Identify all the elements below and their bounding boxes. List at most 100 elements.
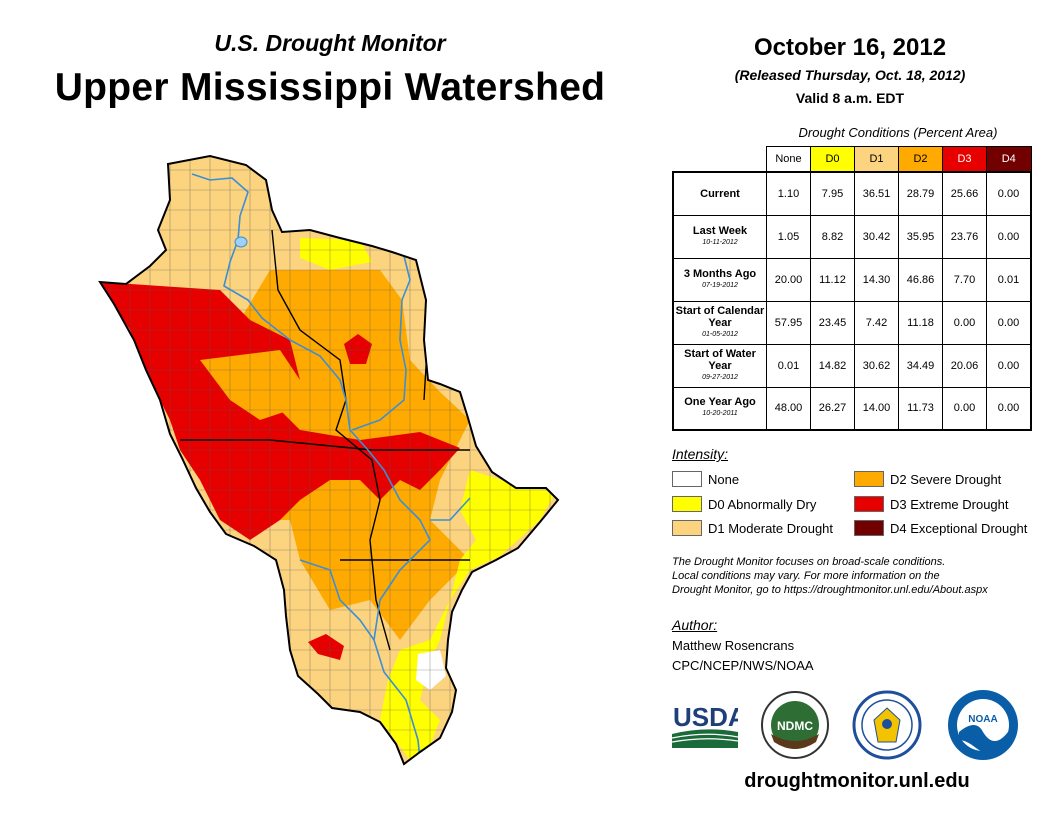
row-label: One Year Ago 10-20-2011 [672,386,767,431]
d3-area-south [308,634,344,660]
page-title: Upper Mississippi Watershed [54,66,606,109]
table-row: Last Week 10-11-2012 1.05 8.82 30.42 35.9… [672,214,1032,259]
row-date: 09-27-2012 [702,373,738,381]
table-cell: 23.45 [810,300,855,345]
legend-title: Intensity: [672,446,729,462]
disclaimer-note: The Drought Monitor focuses on broad-sca… [672,555,1052,597]
legend-item-d4: D4 Exceptional Drought [854,520,1027,536]
table-cell: 20.00 [766,257,811,302]
note-line: Local conditions may vary. For more info… [672,570,940,582]
legend-swatch [854,496,884,512]
nws-logo [852,690,922,760]
col-header-d0: D0 [810,146,855,173]
table-cell: 34.49 [898,343,943,388]
table-cell: 0.00 [942,386,987,431]
table-cell: 25.66 [942,171,987,216]
table-cell: 7.42 [854,300,899,345]
table-cell: 0.00 [986,386,1032,431]
website-link[interactable]: droughtmonitor.unl.edu [744,770,970,792]
legend-swatch [672,520,702,536]
table-cell: 36.51 [854,171,899,216]
noaa-logo: NOAA [948,690,1018,760]
col-header-none: None [766,146,811,173]
row-date: 01-05-2012 [702,330,738,338]
table-cell: 1.05 [766,214,811,259]
table-cell: 0.01 [986,257,1032,302]
d0-area-east [380,470,556,760]
col-header-d3: D3 [942,146,987,173]
legend-item-none: None [672,471,739,487]
watershed-outline [98,154,560,766]
row-date: 07-19-2012 [702,281,738,289]
table-cell: 11.18 [898,300,943,345]
legend-label: D4 Exceptional Drought [890,520,1028,536]
table-cell: 26.27 [810,386,855,431]
release-date: (Released Thursday, Oct. 18, 2012) [734,67,966,83]
row-label: Start of Calendar Year 01-05-2012 [672,300,767,345]
table-cell: 0.00 [986,300,1032,345]
table-cell: 30.42 [854,214,899,259]
valid-time: Valid 8 a.m. EDT [795,90,905,106]
table-cell: 0.00 [986,214,1032,259]
legend-item-d3: D3 Extreme Drought [854,496,1009,512]
row-label: Last Week 10-11-2012 [672,214,767,259]
table-cell: 46.86 [898,257,943,302]
table-cell: 11.12 [810,257,855,302]
table-cell: 8.82 [810,214,855,259]
usda-logo-text: USDA [673,702,738,732]
table-cell: 14.30 [854,257,899,302]
map-date: October 16, 2012 [753,34,947,61]
table-cell: 7.70 [942,257,987,302]
table-cell: 1.10 [766,171,811,216]
d0-area-north [300,238,372,270]
table-cell: 20.06 [942,343,987,388]
table-cell: 28.79 [898,171,943,216]
row-label: Current [672,171,767,216]
col-header-d2: D2 [898,146,943,173]
table-corner [673,146,767,173]
legend-item-d0: D0 Abnormally Dry [672,496,816,512]
table-row: One Year Ago 10-20-2011 48.00 26.27 14.00… [672,386,1032,431]
row-date: 10-11-2012 [702,238,738,246]
table-cell: 14.00 [854,386,899,431]
monitor-subtitle: U.S. Drought Monitor [214,30,446,56]
legend-label: D3 Extreme Drought [890,496,1009,512]
table-cell: 0.00 [942,300,987,345]
table-row: 3 Months Ago 07-19-2012 20.00 11.12 14.30… [672,257,1032,302]
usda-logo: USDA [672,702,738,748]
table-cell: 0.00 [986,171,1032,216]
table-caption: Drought Conditions (Percent Area) [798,125,998,140]
drought-conditions-table: None D0 D1 D2 D3 D4 Current 1.10 7.95 36… [672,146,1032,431]
table-cell: 35.95 [898,214,943,259]
legend-label: D2 Severe Drought [890,471,1002,487]
table-cell: 14.82 [810,343,855,388]
table-row: Current 1.10 7.95 36.51 28.79 25.66 0.00 [672,171,1032,216]
ndmc-logo-text: NDMC [777,719,813,733]
legend-label: None [708,471,740,487]
author-label: Author: [672,617,718,633]
legend-label: D1 Moderate Drought [708,520,834,536]
col-header-d1: D1 [854,146,899,173]
legend-swatch [672,471,702,487]
note-line: The Drought Monitor focuses on broad-sca… [672,556,946,568]
noaa-logo-text: NOAA [968,714,997,725]
legend-swatch [672,496,702,512]
col-header-d4: D4 [986,146,1032,173]
row-label: 3 Months Ago 07-19-2012 [672,257,767,302]
table-cell: 11.73 [898,386,943,431]
table-cell: 0.01 [766,343,811,388]
note-line: Drought Monitor, go to https://droughtmo… [672,584,988,596]
rivers [191,173,471,761]
row-label: Start of Water Year 09-27-2012 [672,343,767,388]
legend-item-d1: D1 Moderate Drought [672,520,833,536]
table-row: Start of Calendar Year 01-05-2012 57.95 2… [672,300,1032,345]
legend-label: D0 Abnormally Dry [708,496,817,512]
legend-swatch [854,520,884,536]
table-cell: 23.76 [942,214,987,259]
drought-map [98,154,560,766]
author-org: CPC/NCEP/NWS/NOAA [672,658,814,673]
table-cell: 0.00 [986,343,1032,388]
table-cell: 30.62 [854,343,899,388]
legend-swatch [854,471,884,487]
table-row: Start of Water Year 09-27-2012 0.01 14.82… [672,343,1032,388]
